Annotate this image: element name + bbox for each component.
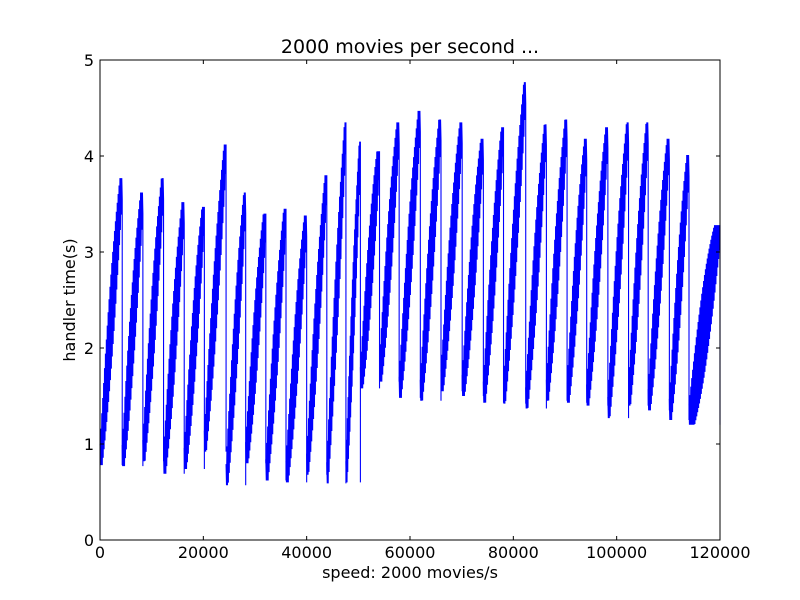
y-tick-label: 4 <box>84 147 94 166</box>
x-axis-label: speed: 2000 movies/s <box>322 563 498 582</box>
series-segment-0-3 <box>163 202 185 474</box>
y-axis-label: handler time(s) <box>60 238 79 361</box>
series-segment-0-23 <box>566 138 588 403</box>
series-segment-0-17 <box>440 122 463 392</box>
series-segment-0-22 <box>545 119 568 401</box>
y-tick-label: 2 <box>84 339 94 358</box>
series-segment-0-20 <box>502 82 527 404</box>
x-tick-label: 60000 <box>385 543 436 562</box>
series-segment-0-7 <box>245 213 267 464</box>
series-segment-0-6 <box>225 192 247 486</box>
series-segment-0-27 <box>647 138 670 411</box>
y-tick-label: 3 <box>84 243 94 262</box>
series-segment-0-26 <box>628 122 649 406</box>
series-segment-0-12 <box>345 141 361 483</box>
series-segment-0-4 <box>183 206 205 469</box>
series-segment-0-21 <box>525 124 547 409</box>
series-segment-0-9 <box>285 215 308 483</box>
series-segment-0-18 <box>461 138 484 397</box>
y-tick-label: 1 <box>84 435 94 454</box>
series-segment-0-19 <box>482 127 505 403</box>
x-tick-label: 80000 <box>488 543 539 562</box>
y-tick-label: 0 <box>84 531 94 550</box>
series-segment-0-15 <box>398 110 421 398</box>
series-segment-0-2 <box>142 178 165 462</box>
series-segment-0-29 <box>688 225 721 425</box>
series-segment-0-16 <box>419 119 442 401</box>
series-segment-0-14 <box>378 122 400 382</box>
series-layer <box>99 82 721 486</box>
series-segment-0-28 <box>668 155 690 421</box>
x-tick-label: 100000 <box>586 543 647 562</box>
series-segment-0-5 <box>203 144 227 452</box>
x-axis-ticks: 0 20000 40000 60000 80000 100000 120000 <box>95 60 751 562</box>
x-tick-label: 40000 <box>281 543 332 562</box>
series-segment-0-8 <box>265 208 287 481</box>
x-tick-label: 120000 <box>689 543 750 562</box>
series-segment-0-13 <box>359 151 381 389</box>
series-segment-0-11 <box>326 122 347 484</box>
x-tick-label: 20000 <box>178 543 229 562</box>
chart-title: 2000 movies per second ... <box>281 36 539 58</box>
y-tick-label: 5 <box>84 51 94 70</box>
y-axis-ticks: 0 1 2 3 4 5 <box>84 51 720 550</box>
series-segment-0-1 <box>121 192 144 467</box>
series-segment-0-0 <box>99 178 123 466</box>
x-tick-label: 0 <box>95 543 105 562</box>
series-segment-0-24 <box>586 127 609 406</box>
series-segment-0-25 <box>607 122 630 419</box>
series-segment-0-10 <box>306 175 328 475</box>
